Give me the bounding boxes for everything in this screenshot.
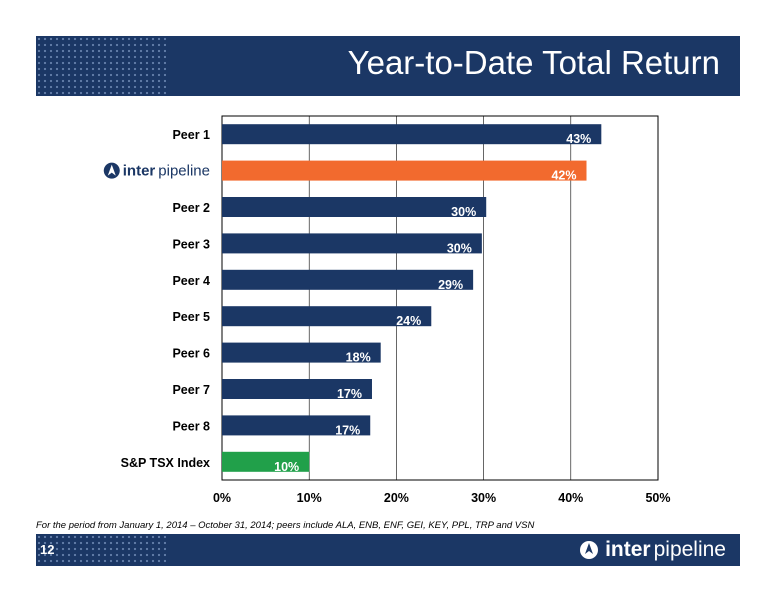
- category-label: inter pipeline: [123, 163, 210, 180]
- footer-logo-word-inter: inter: [605, 538, 651, 561]
- data-label: 24%: [396, 314, 421, 328]
- category-label-logo: inter pipeline: [103, 162, 210, 180]
- bar: [222, 197, 487, 217]
- data-label: 30%: [451, 205, 476, 219]
- footer-band: 12 inter pipeline: [36, 534, 740, 566]
- x-tick-label: 30%: [471, 491, 496, 505]
- bar: [222, 124, 602, 145]
- category-label: S&P TSX Index: [121, 456, 210, 470]
- footer-logo-word-pipeline: pipeline: [653, 538, 726, 561]
- x-tick-label: 40%: [558, 491, 583, 505]
- page-title: Year-to-Date Total Return: [347, 44, 720, 81]
- bar: [222, 415, 371, 436]
- bar: [222, 160, 587, 181]
- data-label: 17%: [335, 423, 360, 437]
- bar: [222, 233, 482, 254]
- bar: [222, 306, 432, 327]
- data-label: 43%: [566, 132, 591, 146]
- bar: [222, 379, 372, 399]
- bar: [222, 269, 474, 290]
- data-label: 18%: [346, 351, 371, 365]
- bar: [222, 451, 310, 472]
- footer-logo: inter pipeline: [579, 538, 726, 562]
- data-label: 42%: [551, 169, 576, 183]
- footnote: For the period from January 1, 2014 – Oc…: [36, 520, 535, 531]
- pipeline-logo-arrow: [107, 164, 116, 176]
- data-label: 10%: [274, 460, 299, 474]
- logo-word-pipeline: pipeline: [158, 163, 210, 180]
- x-tick-label: 20%: [384, 491, 409, 505]
- category-label: Peer 6: [172, 347, 210, 361]
- bar: [222, 342, 381, 363]
- data-label: 29%: [438, 278, 463, 292]
- data-label: 30%: [447, 241, 472, 255]
- data-label: 17%: [337, 387, 362, 401]
- category-label: Peer 4: [172, 274, 210, 288]
- category-label: Peer 3: [172, 237, 210, 251]
- category-label: Peer 1: [172, 128, 210, 142]
- plot-frame: [221, 115, 659, 481]
- category-label: Peer 2: [172, 201, 210, 215]
- bar-chart: 0% 10% 20% 30% 40% 50% 43% Peer 1 42% inter pipeli…: [103, 115, 671, 505]
- header-dot-pattern: [36, 36, 166, 96]
- category-label: Peer 8: [172, 419, 210, 433]
- category-label: Peer 7: [172, 383, 210, 397]
- x-tick-label: 50%: [645, 491, 670, 505]
- x-tick-label: 0%: [213, 491, 231, 505]
- pipeline-logo-icon: [580, 541, 599, 559]
- page-number: 12: [40, 542, 55, 557]
- x-tick-label: 10%: [297, 491, 322, 505]
- header-band: Year-to-Date Total Return: [36, 36, 740, 96]
- category-label: Peer 5: [172, 310, 210, 324]
- logo-word-inter: inter: [123, 163, 156, 180]
- footer-dot-pattern: [36, 534, 166, 566]
